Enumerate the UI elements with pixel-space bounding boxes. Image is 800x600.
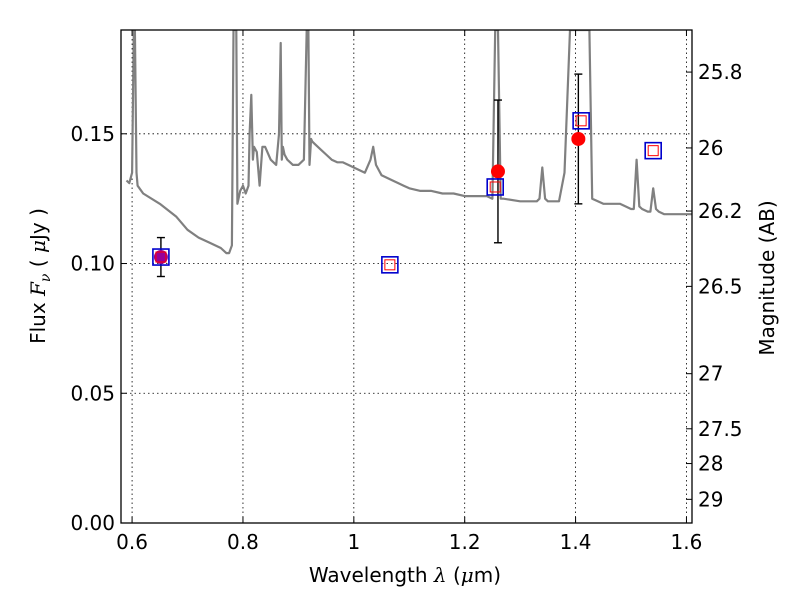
- y2-axis-label: Magnitude (AB): [755, 200, 779, 355]
- y2-tick-label: 26: [698, 136, 723, 160]
- plot-frame: [120, 29, 693, 524]
- x-tick-label: 1.6: [671, 530, 703, 554]
- y2-tick-label: 25.8: [698, 60, 743, 84]
- observed-point: [153, 250, 168, 265]
- x-axis-label: Wavelength λ (μm): [309, 563, 501, 587]
- observed-point: [571, 131, 586, 146]
- synthetic-point: [644, 141, 662, 160]
- synthetic-point-inner: [489, 181, 501, 193]
- grid-lines: [121, 30, 692, 524]
- x-tick-label: 1: [347, 530, 360, 554]
- observed-point: [490, 164, 505, 179]
- y-tick-label: 0.15: [70, 122, 115, 146]
- synthetic-point-inner: [575, 115, 587, 127]
- y2-tick-label: 26.5: [698, 274, 743, 298]
- synthetic-point-inner: [647, 145, 659, 157]
- plot-area: [125, 30, 692, 278]
- y-tick-label: 0.05: [70, 381, 115, 405]
- y-tick-label: 0.10: [70, 252, 115, 276]
- model-spectrum-line: [125, 30, 692, 255]
- synthetic-point: [486, 178, 504, 196]
- y2-tick-label: 27.5: [698, 417, 743, 441]
- y-tick-label: 0.00: [70, 511, 115, 535]
- x-tick-label: 0.6: [116, 530, 148, 554]
- synthetic-point-inner: [155, 251, 167, 263]
- synthetic-point: [152, 248, 170, 266]
- synthetic-point: [572, 112, 590, 130]
- x-tick-label: 0.8: [227, 530, 259, 554]
- x-tick-label: 1.2: [449, 530, 481, 554]
- y2-tick-label: 29: [698, 487, 723, 511]
- synthetic-point: [381, 256, 399, 274]
- x-tick-label: 1.4: [560, 530, 592, 554]
- y2-tick-label: 27: [698, 362, 723, 386]
- y-axis-label: Flux Fν ( μJy ): [26, 208, 54, 344]
- synthetic-point-inner: [384, 259, 396, 271]
- y2-tick-label: 26.2: [698, 199, 743, 223]
- axis-ticks: 0.6 0.8 1 1.2 1.4 1.6 0.00 0.05 0.10 0.15 25.8 26 26…: [70, 30, 743, 554]
- y2-tick-label: 28: [698, 452, 723, 476]
